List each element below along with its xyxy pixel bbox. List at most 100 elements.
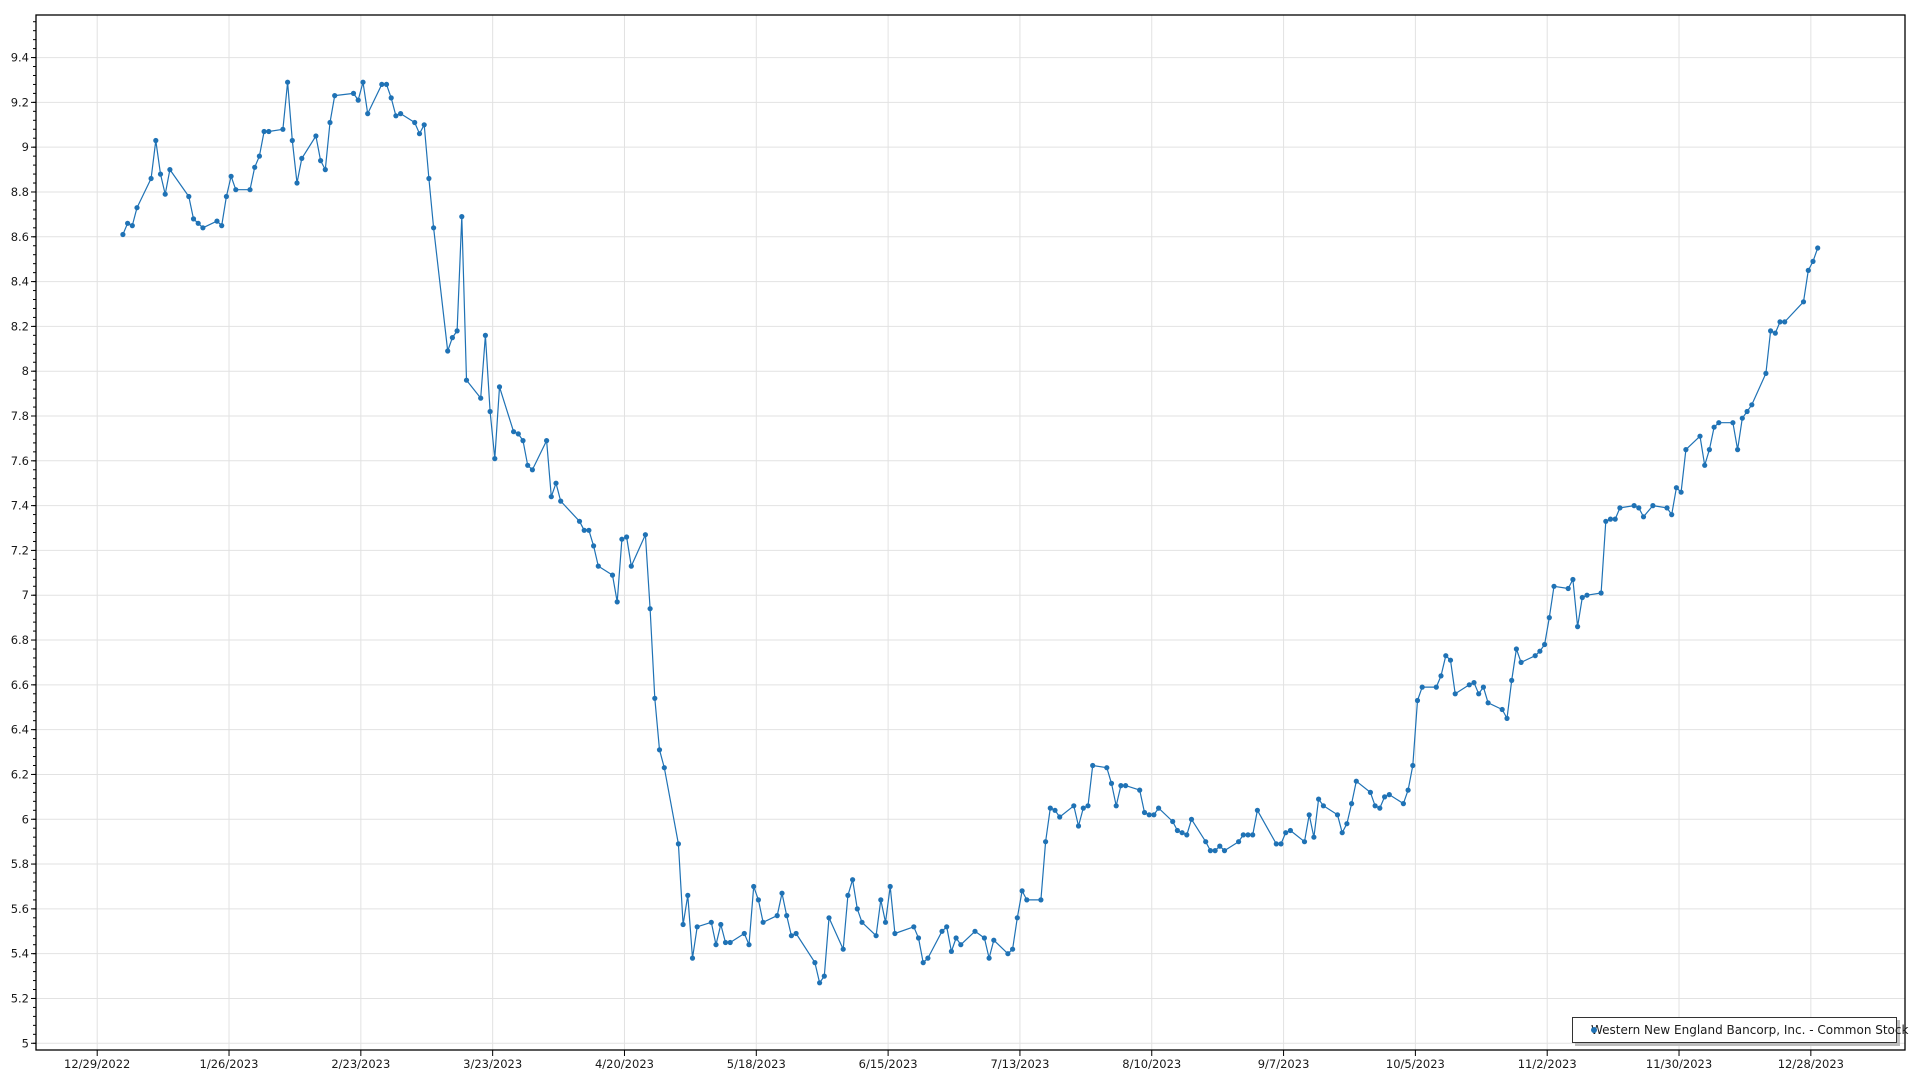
data-point	[793, 930, 799, 937]
data-point	[318, 158, 324, 164]
data-point	[986, 955, 992, 961]
data-point	[1217, 843, 1223, 849]
data-point	[624, 534, 630, 540]
x-tick-label: 6/15/2023	[859, 1057, 918, 1071]
data-point	[1075, 823, 1082, 829]
y-tick-label: 7.2	[11, 543, 29, 557]
data-point	[774, 913, 780, 919]
x-tick-label: 4/20/2023	[595, 1057, 654, 1071]
data-point	[1730, 420, 1736, 426]
y-tick-label: 5.4	[11, 947, 29, 961]
data-point	[398, 111, 404, 117]
data-point	[944, 924, 950, 930]
data-point	[233, 187, 239, 193]
data-point	[1782, 319, 1788, 325]
data-point	[360, 79, 366, 85]
data-point	[1617, 505, 1623, 511]
data-point	[591, 543, 597, 549]
data-point	[1405, 787, 1411, 793]
data-point	[1768, 328, 1774, 334]
data-point	[167, 167, 173, 173]
data-point	[1137, 787, 1143, 793]
data-point	[1400, 801, 1406, 807]
data-point	[821, 973, 827, 979]
data-point	[431, 225, 437, 231]
data-point	[1339, 830, 1345, 836]
data-point	[1090, 762, 1096, 769]
data-point	[496, 384, 503, 390]
data-point	[581, 527, 587, 533]
legend: Western New England Bancorp, Inc. - Comm…	[1572, 1017, 1908, 1043]
data-point	[1664, 505, 1670, 511]
data-point	[463, 377, 470, 383]
data-point	[708, 919, 714, 925]
data-point	[1024, 897, 1030, 903]
data-point	[1744, 408, 1750, 415]
data-point	[157, 171, 164, 177]
data-point	[694, 924, 700, 930]
data-point	[689, 955, 696, 961]
data-point	[1306, 812, 1312, 818]
x-tick-label: 12/28/2023	[1778, 1057, 1844, 1071]
legend-label: Western New England Bancorp, Inc. - Comm…	[1591, 1023, 1909, 1037]
data-point	[482, 332, 488, 338]
data-point	[322, 167, 328, 173]
data-point	[1471, 680, 1477, 686]
data-point	[1607, 516, 1614, 522]
data-point	[327, 119, 333, 126]
data-point	[416, 131, 423, 137]
data-point	[383, 81, 390, 87]
data-point	[1443, 653, 1449, 659]
data-point	[1410, 762, 1416, 769]
data-point	[548, 494, 554, 500]
data-point	[1372, 803, 1378, 809]
data-point	[746, 942, 752, 948]
data-point	[1179, 830, 1185, 836]
data-point	[1212, 848, 1218, 854]
data-point	[958, 942, 964, 948]
data-point	[1546, 615, 1552, 621]
y-tick-label: 5	[22, 1036, 29, 1050]
data-point	[680, 921, 686, 928]
data-point	[981, 935, 988, 941]
data-point	[1570, 576, 1576, 583]
data-point	[1146, 812, 1152, 818]
data-point	[675, 841, 682, 847]
data-point	[1184, 832, 1190, 838]
data-point	[925, 955, 931, 961]
data-point	[1683, 447, 1689, 453]
x-tick-label: 9/7/2023	[1258, 1057, 1310, 1071]
data-point	[129, 223, 135, 229]
data-point	[1301, 839, 1308, 845]
data-point	[614, 599, 620, 605]
data-point	[1151, 812, 1157, 818]
data-point	[892, 930, 898, 937]
y-tick-label: 9	[22, 140, 29, 154]
y-tick-label: 9.4	[11, 51, 29, 65]
data-point	[1414, 697, 1421, 704]
data-point	[478, 395, 484, 401]
data-point	[1513, 646, 1519, 652]
data-point	[1174, 827, 1180, 834]
data-point	[953, 935, 959, 941]
data-point	[1763, 370, 1769, 376]
x-tick-label: 8/10/2023	[1122, 1057, 1181, 1071]
data-point	[1452, 691, 1458, 697]
data-point	[751, 883, 757, 890]
data-point	[1236, 839, 1242, 845]
y-tick-label: 6.2	[11, 767, 29, 781]
data-point	[289, 137, 295, 144]
data-point	[355, 97, 361, 103]
data-point	[1349, 801, 1355, 807]
data-point	[125, 220, 131, 226]
data-point	[755, 897, 762, 903]
data-point	[1038, 897, 1044, 903]
plot-frame	[35, 14, 1906, 1051]
data-point	[1273, 841, 1279, 847]
data-point	[1504, 715, 1510, 722]
data-point	[280, 126, 286, 132]
data-point	[1476, 691, 1482, 697]
data-point	[195, 220, 201, 226]
data-point	[247, 187, 253, 193]
data-point	[1311, 834, 1317, 840]
